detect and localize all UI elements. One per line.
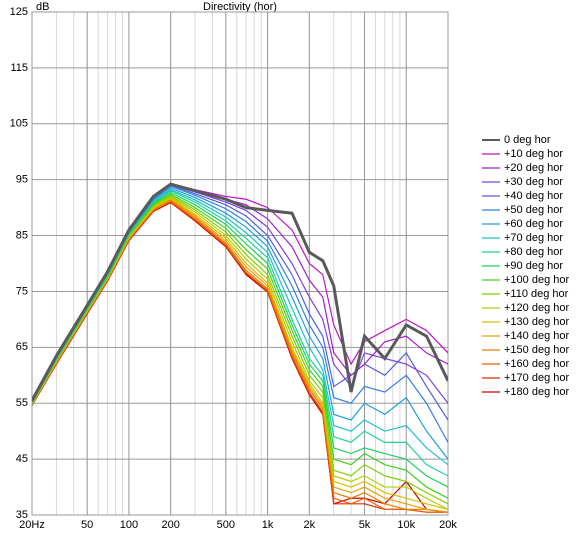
x-tick-label: 500 (217, 519, 235, 531)
x-tick-label: 20Hz (19, 519, 45, 531)
y-tick-label: 45 (16, 453, 28, 465)
x-tick-label: 10k (397, 519, 415, 531)
x-tick-label: 100 (120, 519, 138, 531)
x-tick-label: 2k (304, 519, 316, 531)
chart-title: Directivity (hor) (203, 1, 277, 13)
y-tick-label: 75 (16, 285, 28, 297)
x-tick-label: 50 (81, 519, 93, 531)
y-tick-label: 125 (10, 6, 28, 18)
y-tick-label: 65 (16, 341, 28, 353)
legend-label: +120 deg hor (504, 302, 569, 314)
legend-label: +160 deg hor (504, 358, 569, 370)
labels: 20Hz 50 100 200 500 1k 2k 5k 10k 20k 35 45 55 65 75 85 9… (10, 6, 458, 531)
y-axis-label: dB (36, 1, 49, 13)
legend-label: +50 deg hor (504, 204, 563, 216)
lines (32, 182, 448, 513)
legend-label: +140 deg hor (504, 330, 569, 342)
legend-label: +110 deg hor (504, 288, 569, 300)
legend-label: +80 deg hor (504, 246, 563, 258)
y-tick-label: 115 (10, 62, 28, 74)
y-tick-label: 55 (16, 397, 28, 409)
y-tick-label: 85 (16, 229, 28, 241)
legend-label: +100 deg hor (504, 274, 569, 286)
legend-label: +130 deg hor (504, 316, 569, 328)
x-tick-label: 20k (439, 519, 457, 531)
legend-label: +40 deg hor (504, 190, 563, 202)
series-line (32, 182, 448, 402)
legend-label: +60 deg hor (504, 218, 563, 230)
legend-label: +150 deg hor (504, 344, 569, 356)
legend: 0 deg hor +10 deg hor +20 deg hor +30 deg h… (482, 134, 569, 398)
legend-label: +180 deg hor (504, 386, 569, 398)
legend-label: +90 deg hor (504, 260, 563, 272)
y-tick-label: 95 (16, 174, 28, 186)
y-tick-label: 105 (10, 118, 28, 130)
legend-label: +30 deg hor (504, 176, 563, 188)
legend-label: +20 deg hor (504, 162, 563, 174)
legend-label: +70 deg hor (504, 232, 563, 244)
legend-label: 0 deg hor (504, 134, 551, 146)
x-tick-label: 200 (161, 519, 179, 531)
x-tick-label: 1k (262, 519, 274, 531)
legend-label: +170 deg hor (504, 372, 569, 384)
x-tick-label: 5k (359, 519, 371, 531)
y-tick-label: 35 (16, 509, 28, 521)
legend-label: +10 deg hor (504, 148, 563, 160)
